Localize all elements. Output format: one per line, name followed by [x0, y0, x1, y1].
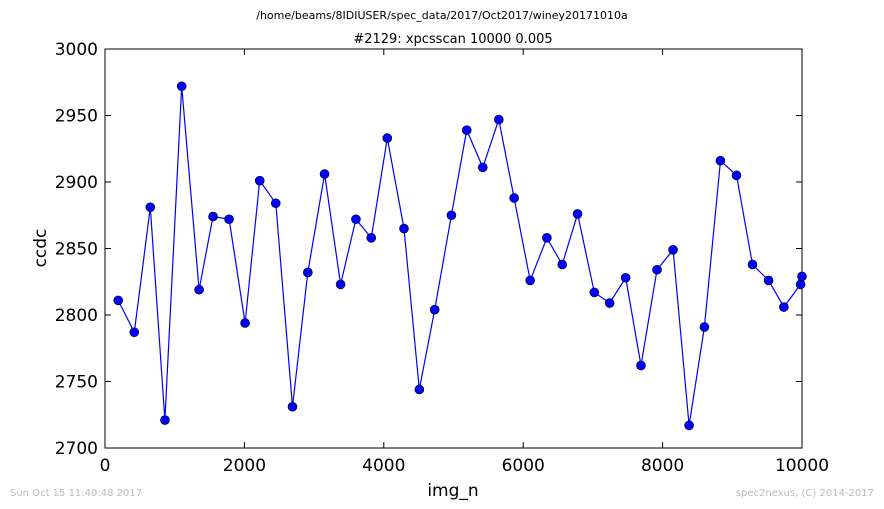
data-point [747, 259, 758, 270]
data-point [542, 233, 552, 243]
data-point [477, 162, 488, 173]
data-point [240, 318, 250, 328]
data-point [636, 360, 646, 371]
footer-credit: spec2nexus, (C) 2014-2017 [735, 488, 874, 499]
x-tick-label: 10000 [775, 456, 829, 476]
data-point [335, 279, 346, 290]
data-point [145, 202, 156, 213]
data-point [461, 125, 472, 135]
x-axis-label: img_n [427, 481, 478, 501]
data-point [525, 275, 535, 286]
data-point [684, 420, 694, 431]
data-point [779, 302, 789, 312]
y-tick-label: 2900 [55, 173, 98, 193]
x-tick-label: 0 [100, 456, 111, 476]
data-point [797, 271, 807, 282]
y-tick-label: 2750 [55, 373, 98, 393]
data-point [652, 264, 662, 275]
data-point [319, 169, 330, 179]
data-point [414, 384, 425, 395]
data-point [446, 210, 457, 221]
x-tick-label: 4000 [362, 456, 405, 476]
data-point [303, 267, 313, 278]
data-point [399, 223, 409, 234]
data-point [795, 279, 806, 290]
data-point [287, 401, 298, 412]
data-point [270, 198, 281, 209]
data-point [572, 209, 583, 219]
chart-suptitle: /home/beams/8IDIUSER/spec_data/2017/Oct2… [256, 9, 628, 22]
data-point [604, 298, 615, 308]
data-point [194, 284, 204, 295]
data-point [429, 304, 440, 315]
plot-frame [104, 48, 803, 449]
data-point [208, 211, 218, 222]
chart-title: #2129: xpcsscan 10000 0.005 [353, 32, 552, 47]
y-tick-label: 2850 [55, 240, 98, 260]
data-point [557, 259, 568, 270]
x-tick-label: 6000 [502, 456, 545, 476]
data-point [113, 295, 124, 306]
y-tick-label: 3000 [55, 40, 98, 60]
data-point [494, 114, 504, 125]
data-point [668, 245, 678, 255]
y-tick-label: 2950 [55, 107, 98, 127]
y-tick-label: 2800 [55, 306, 98, 326]
data-point [731, 170, 742, 181]
footer-timestamp: Sun Oct 15 11:40:48 2017 [10, 488, 143, 499]
data-point [589, 287, 600, 298]
data-point [715, 155, 726, 166]
data-point [176, 81, 187, 92]
data-point [699, 322, 710, 332]
x-tick-label: 2000 [223, 456, 266, 476]
data-point [351, 214, 361, 225]
data-point [509, 193, 519, 203]
data-point [129, 327, 140, 338]
data-point [382, 133, 393, 143]
data-point [763, 275, 774, 286]
data-point [620, 272, 631, 283]
data-point [160, 415, 170, 425]
data-point [366, 233, 377, 243]
y-axis-label: ccdc [31, 229, 51, 268]
y-tick-label: 2700 [55, 439, 98, 459]
data-point [254, 175, 265, 186]
x-tick-label: 8000 [641, 456, 684, 476]
data-point [224, 214, 234, 225]
